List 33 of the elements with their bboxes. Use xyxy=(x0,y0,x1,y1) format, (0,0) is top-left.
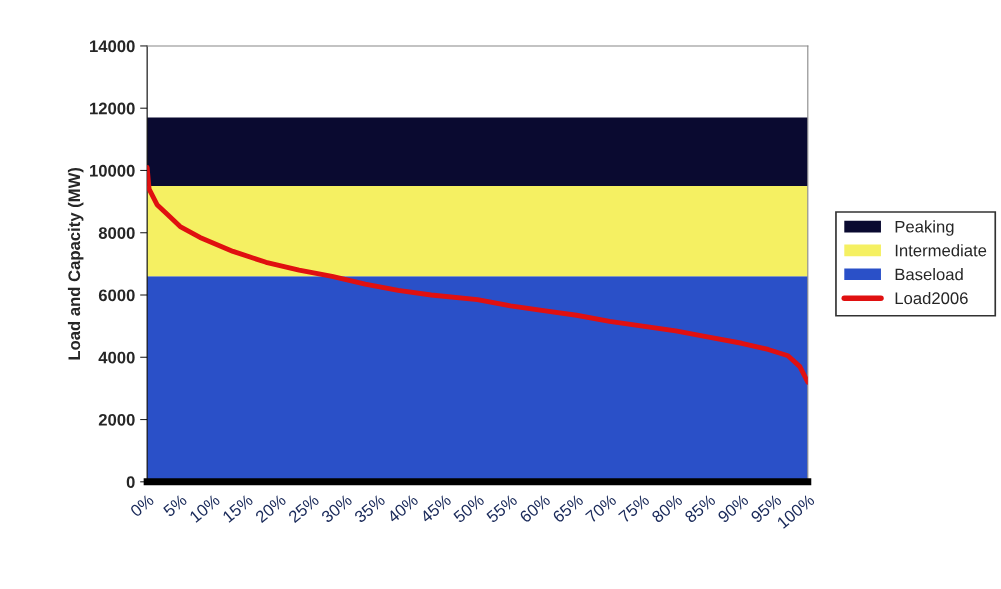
x-tick-label: 15% xyxy=(222,493,254,523)
x-tick-label: 65% xyxy=(551,493,584,524)
x-tick-label: 55% xyxy=(485,493,518,524)
y-tick-label: 10000 xyxy=(90,164,135,177)
x-tick-label: 35% xyxy=(353,493,386,524)
x-tick-label: 5% xyxy=(162,493,188,518)
x-tick-label: 0% xyxy=(129,493,155,518)
legend-label: Peaking xyxy=(895,220,954,236)
line-series xyxy=(147,164,808,385)
x-tick-label: 70% xyxy=(584,493,618,524)
y-tick-label: 6000 xyxy=(98,289,135,302)
y-tick-label: 2000 xyxy=(98,413,135,426)
x-tick-label: 20% xyxy=(254,493,287,524)
x-tick-label: 75% xyxy=(618,493,651,524)
legend-label: Intermediate xyxy=(895,244,987,257)
legend-label: Baseload xyxy=(895,268,963,281)
x-tick-label: 50% xyxy=(452,493,485,524)
y-tick-label: 4000 xyxy=(98,351,135,364)
x-tick-label: 85% xyxy=(683,493,717,524)
x-tick-label: 25% xyxy=(287,493,320,524)
x-tick-label: 60% xyxy=(518,493,551,524)
legend-label: Load2006 xyxy=(895,291,968,305)
y-tick-label: 12000 xyxy=(90,102,135,115)
x-tick-label: 45% xyxy=(419,493,452,524)
y-axis-title: Load and Capacity (MW) xyxy=(67,167,84,360)
y-tick-label: 8000 xyxy=(98,227,135,239)
x-tick-label: 10% xyxy=(188,493,221,523)
x-tick-label: 40% xyxy=(386,493,419,524)
y-tick-label: 0 xyxy=(126,476,135,489)
y-tick-label: 14000 xyxy=(90,40,135,53)
x-tick-label: 30% xyxy=(320,493,353,524)
x-tick-label: 80% xyxy=(650,493,684,524)
x-tick-label: 90% xyxy=(717,493,750,524)
